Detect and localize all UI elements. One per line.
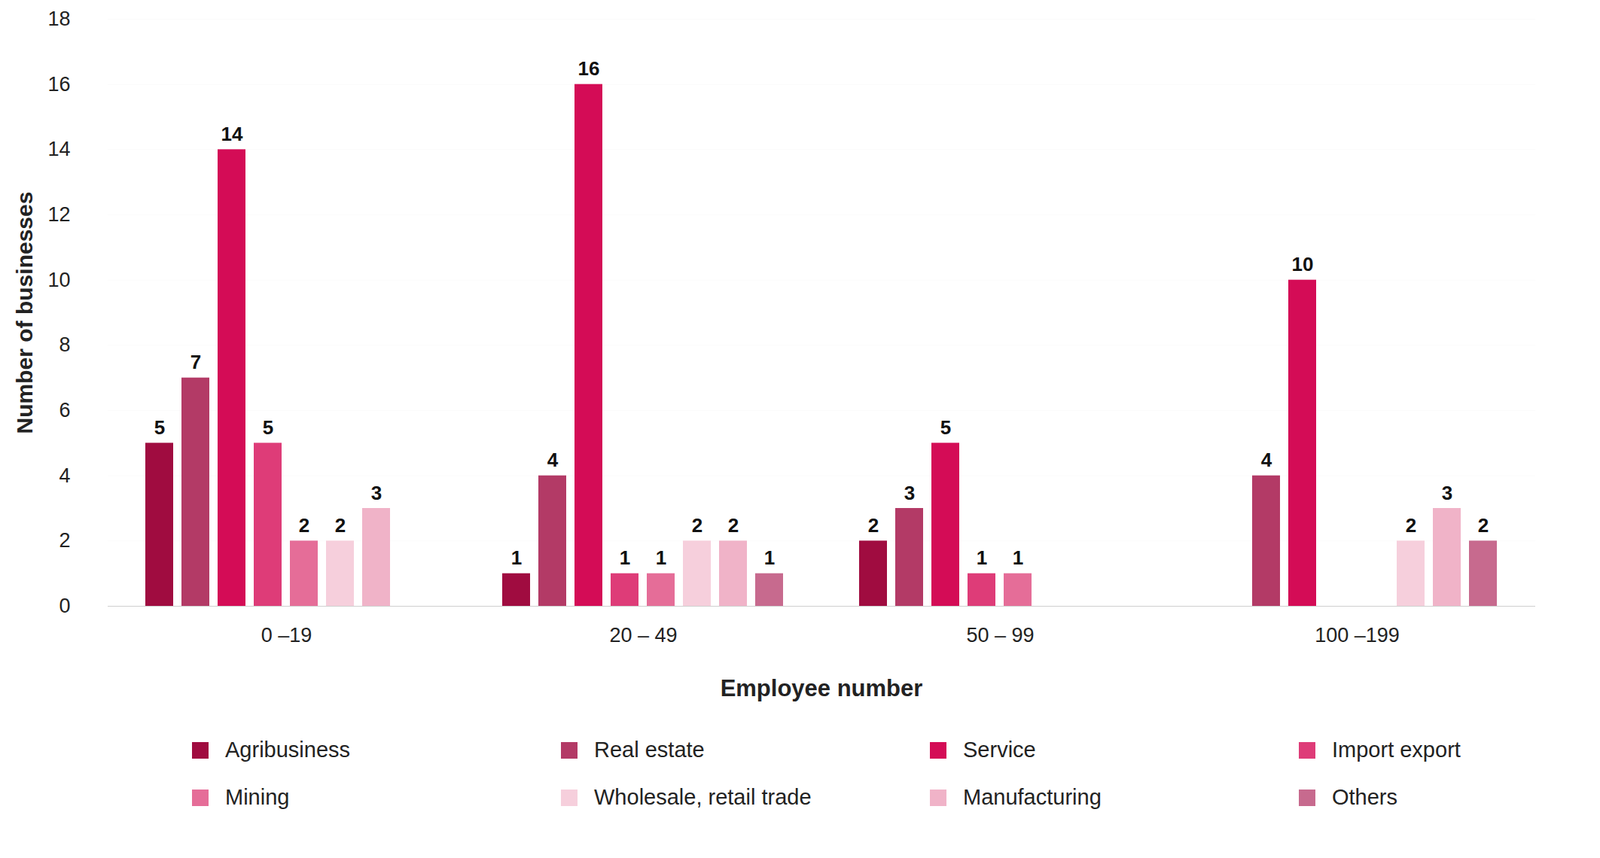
svg-text:18: 18	[47, 7, 71, 31]
svg-text:3: 3	[904, 481, 915, 505]
html-text:Import export: Import export	[1331, 737, 1461, 762]
svg-text:2: 2	[1478, 514, 1489, 537]
svg-text:2: 2	[691, 514, 703, 537]
svg-text:1: 1	[619, 546, 631, 570]
svg-text:14: 14	[47, 137, 71, 161]
svg-text:2: 2	[58, 529, 71, 552]
svg-text:1: 1	[511, 546, 522, 570]
svg-text:3: 3	[1441, 481, 1453, 505]
svg-text:4: 4	[1261, 448, 1273, 472]
svg-text:2: 2	[728, 514, 739, 537]
svg-text:5: 5	[262, 416, 274, 439]
html-text:Service: Service	[963, 737, 1036, 762]
svg-text:4: 4	[58, 464, 71, 488]
svg-text:7: 7	[190, 350, 202, 374]
svg-text:1: 1	[655, 546, 667, 570]
html-text:Wholesale, retail trade: Wholesale, retail trade	[594, 785, 812, 810]
svg-text:14: 14	[221, 122, 244, 146]
svg-text:10: 10	[1292, 252, 1314, 276]
svg-text:12: 12	[47, 203, 71, 226]
svg-text:4: 4	[547, 448, 559, 472]
svg-text:0: 0	[58, 594, 71, 618]
svg-text:100 –199: 100 –199	[1314, 624, 1400, 647]
html-text:Real estate: Real estate	[594, 737, 705, 762]
html-text:Manufacturing: Manufacturing	[963, 785, 1102, 810]
svg-text:1: 1	[976, 546, 988, 570]
svg-text:20 – 49: 20 – 49	[609, 624, 677, 647]
svg-text:2: 2	[298, 514, 310, 537]
svg-text:1: 1	[1012, 546, 1024, 570]
svg-text:8: 8	[58, 333, 71, 357]
svg-text:3: 3	[371, 481, 382, 505]
svg-text:50 – 99: 50 – 99	[966, 624, 1034, 647]
svg-text:16: 16	[578, 57, 601, 80]
html-text:Agribusiness: Agribusiness	[225, 737, 351, 762]
svg-text:6: 6	[58, 399, 71, 422]
svg-text:10: 10	[47, 268, 71, 292]
svg-text:Number of businesses: Number of businesses	[12, 192, 37, 435]
html-text:Mining: Mining	[225, 785, 290, 810]
html-text:Employee number: Employee number	[720, 675, 923, 702]
svg-text:5: 5	[154, 416, 165, 439]
svg-text:0 –19: 0 –19	[261, 624, 313, 647]
svg-text:2: 2	[868, 514, 879, 537]
svg-text:16: 16	[47, 73, 71, 96]
svg-text:1: 1	[764, 546, 775, 570]
html-text:Others: Others	[1331, 785, 1398, 810]
svg-text:5: 5	[940, 416, 951, 439]
svg-text:2: 2	[335, 514, 346, 537]
svg-text:2: 2	[1405, 514, 1417, 537]
